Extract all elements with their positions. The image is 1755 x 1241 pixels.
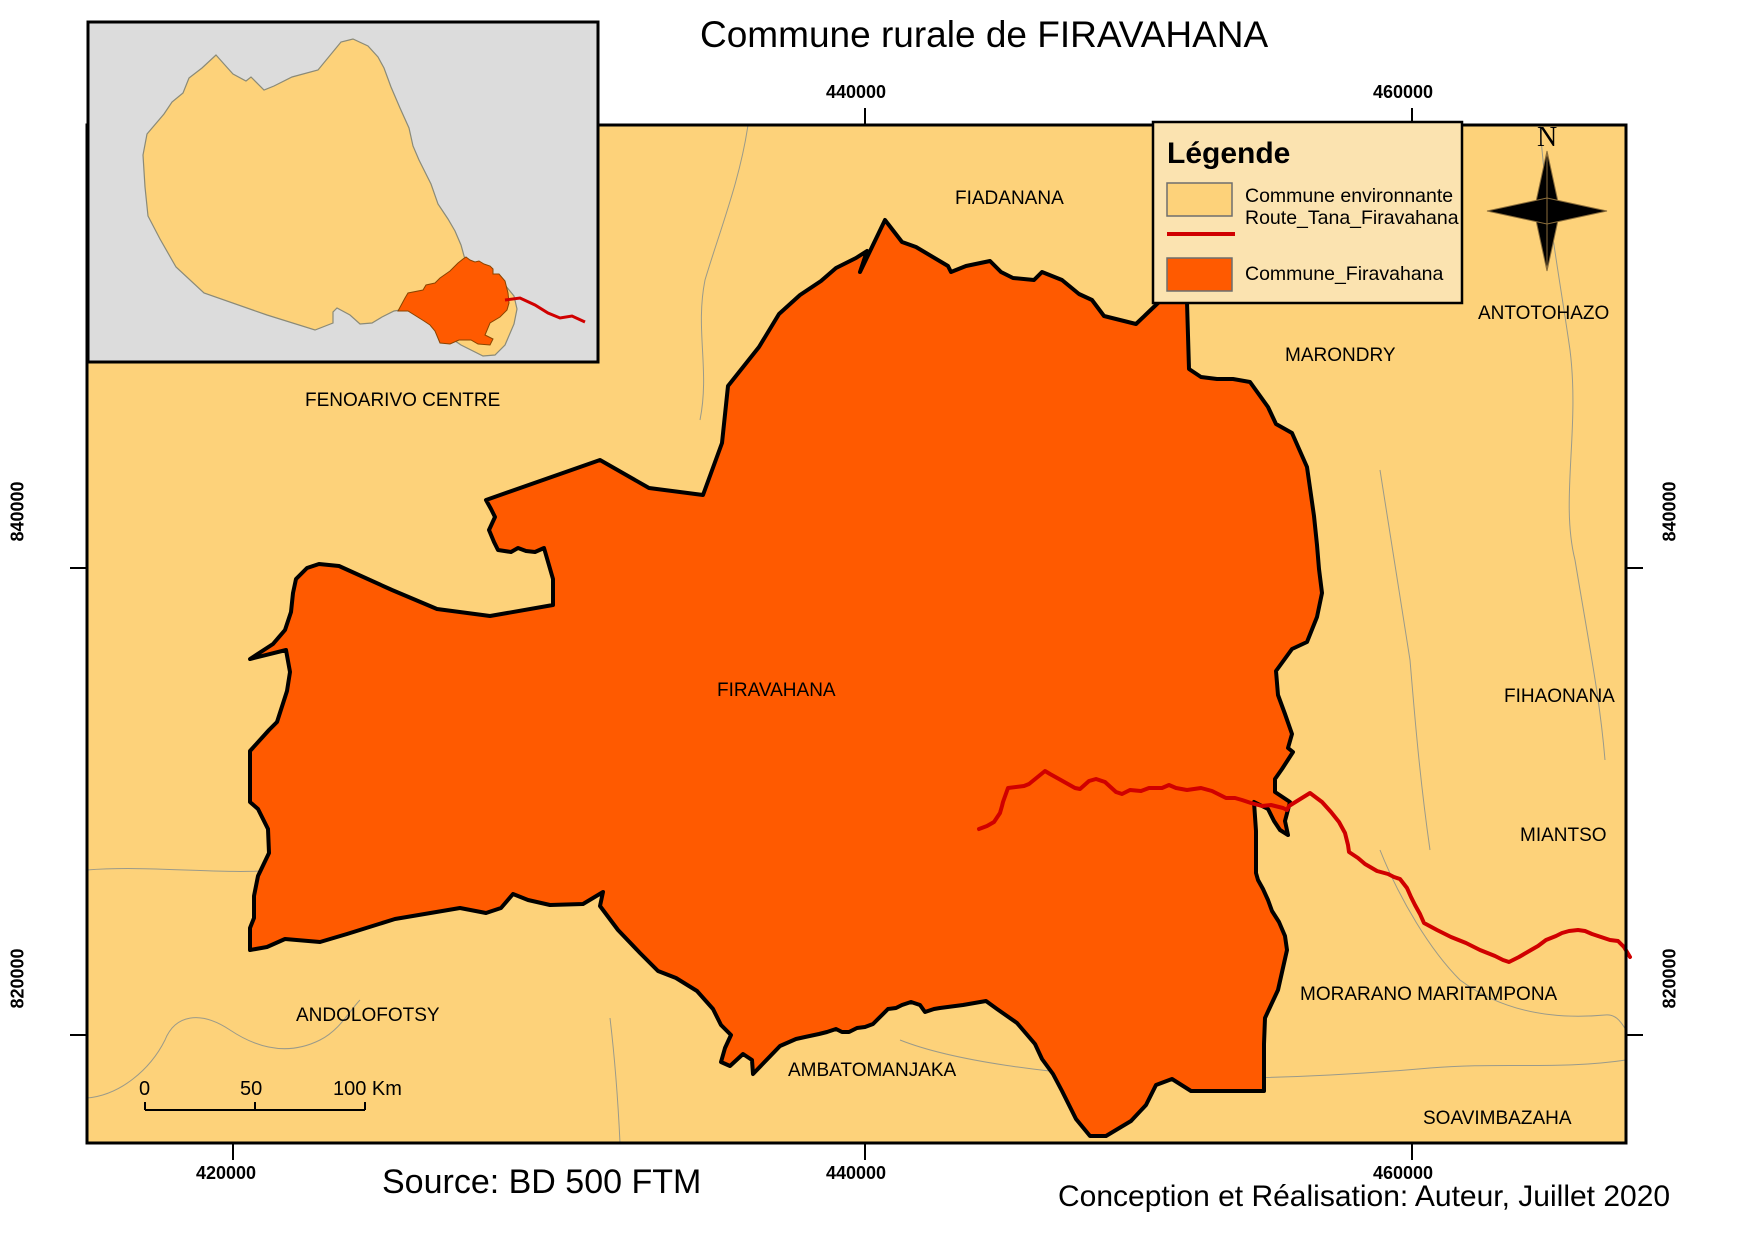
svg-text:50: 50 [240,1078,262,1100]
svg-text:Commune_Firavahana: Commune_Firavahana [1245,263,1444,285]
svg-text:Légende: Légende [1167,137,1290,170]
svg-text:0: 0 [139,1078,150,1100]
svg-text:N: N [1537,122,1557,153]
svg-text:Commune environnante: Commune environnante [1245,185,1453,207]
svg-text:Route_Tana_Firavahana: Route_Tana_Firavahana [1245,207,1459,229]
svg-text:100 Km: 100 Km [333,1078,402,1100]
